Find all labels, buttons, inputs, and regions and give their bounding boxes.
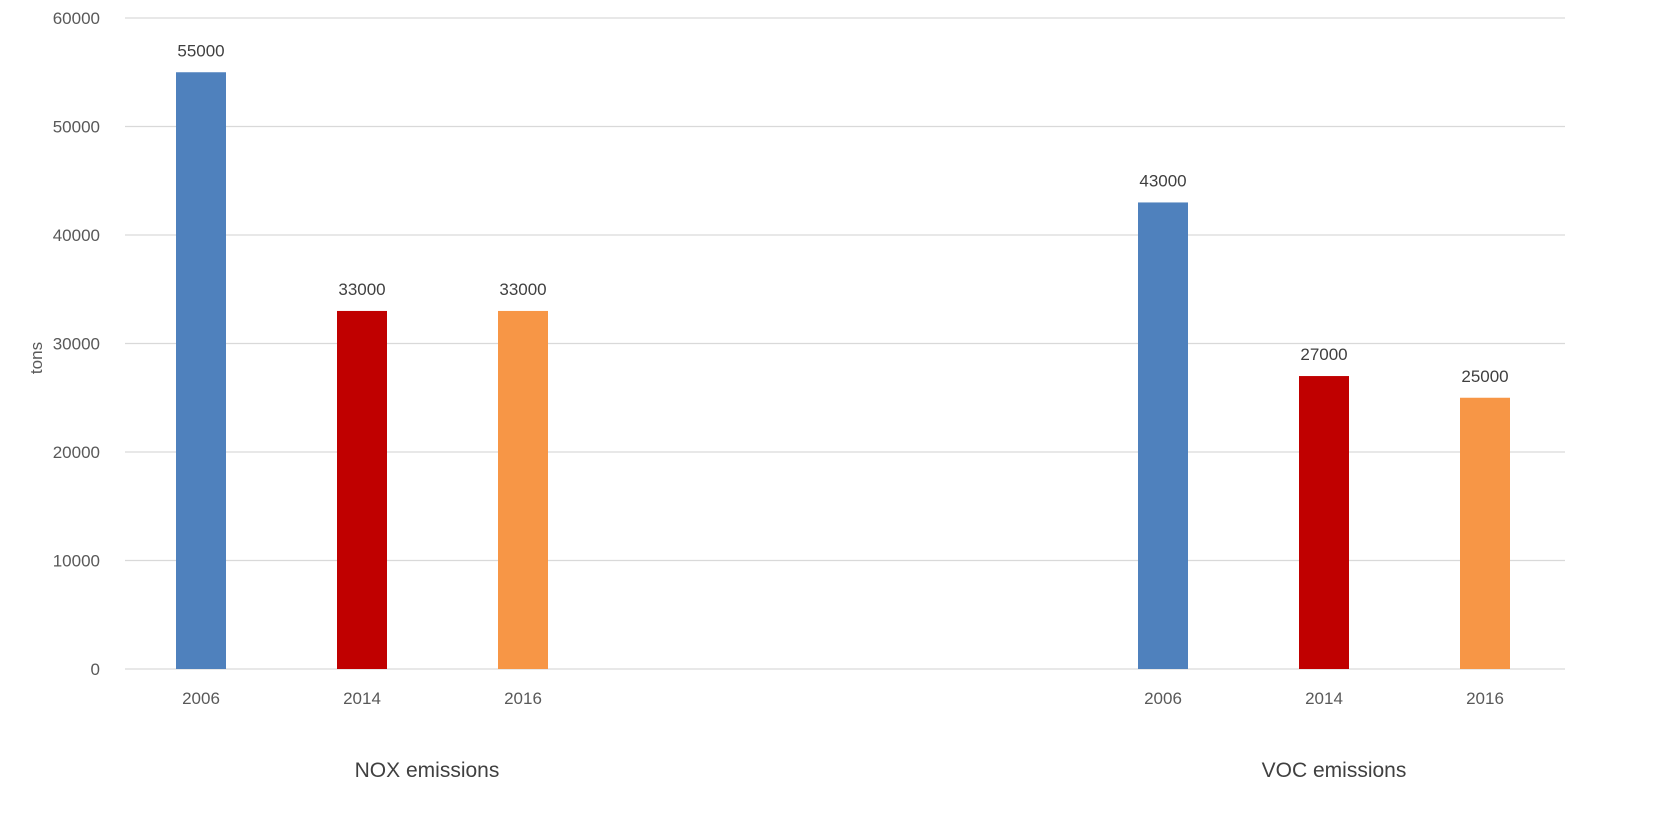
x-axis-ticks: 2006 2014 2016 2006 2014 2016 [182, 689, 1504, 708]
y-axis-label: tons [27, 342, 46, 374]
bar [1460, 397, 1510, 669]
y-tick-label: 10000 [53, 552, 100, 571]
data-label: 43000 [1139, 171, 1186, 190]
x-tick-label: 2006 [182, 689, 220, 708]
y-tick-label: 30000 [53, 335, 100, 354]
bar [176, 72, 226, 669]
data-label: 33000 [338, 280, 385, 299]
bars [176, 72, 1510, 669]
x-tick-label: 2014 [343, 689, 381, 708]
group-label: NOX emissions [355, 759, 500, 782]
data-labels: 55000 33000 33000 43000 27000 25000 [177, 41, 1508, 386]
bar [1299, 376, 1349, 669]
bar [1138, 202, 1188, 669]
data-label: 55000 [177, 41, 224, 60]
bar [498, 310, 548, 669]
data-label: 33000 [499, 280, 546, 299]
group-label: VOC emissions [1262, 759, 1407, 782]
x-tick-label: 2016 [1466, 689, 1504, 708]
y-axis-ticks: 0 10000 20000 30000 40000 50000 60000 [53, 9, 100, 679]
y-tick-label: 50000 [53, 118, 100, 137]
y-tick-label: 0 [91, 660, 100, 679]
group-labels: NOX emissions VOC emissions [355, 759, 1407, 782]
x-tick-label: 2016 [504, 689, 542, 708]
data-label: 25000 [1461, 367, 1508, 386]
x-tick-label: 2014 [1305, 689, 1343, 708]
bar [337, 310, 387, 669]
y-tick-label: 40000 [53, 226, 100, 245]
y-tick-label: 60000 [53, 9, 100, 28]
x-tick-label: 2006 [1144, 689, 1182, 708]
data-label: 27000 [1300, 345, 1347, 364]
y-tick-label: 20000 [53, 443, 100, 462]
